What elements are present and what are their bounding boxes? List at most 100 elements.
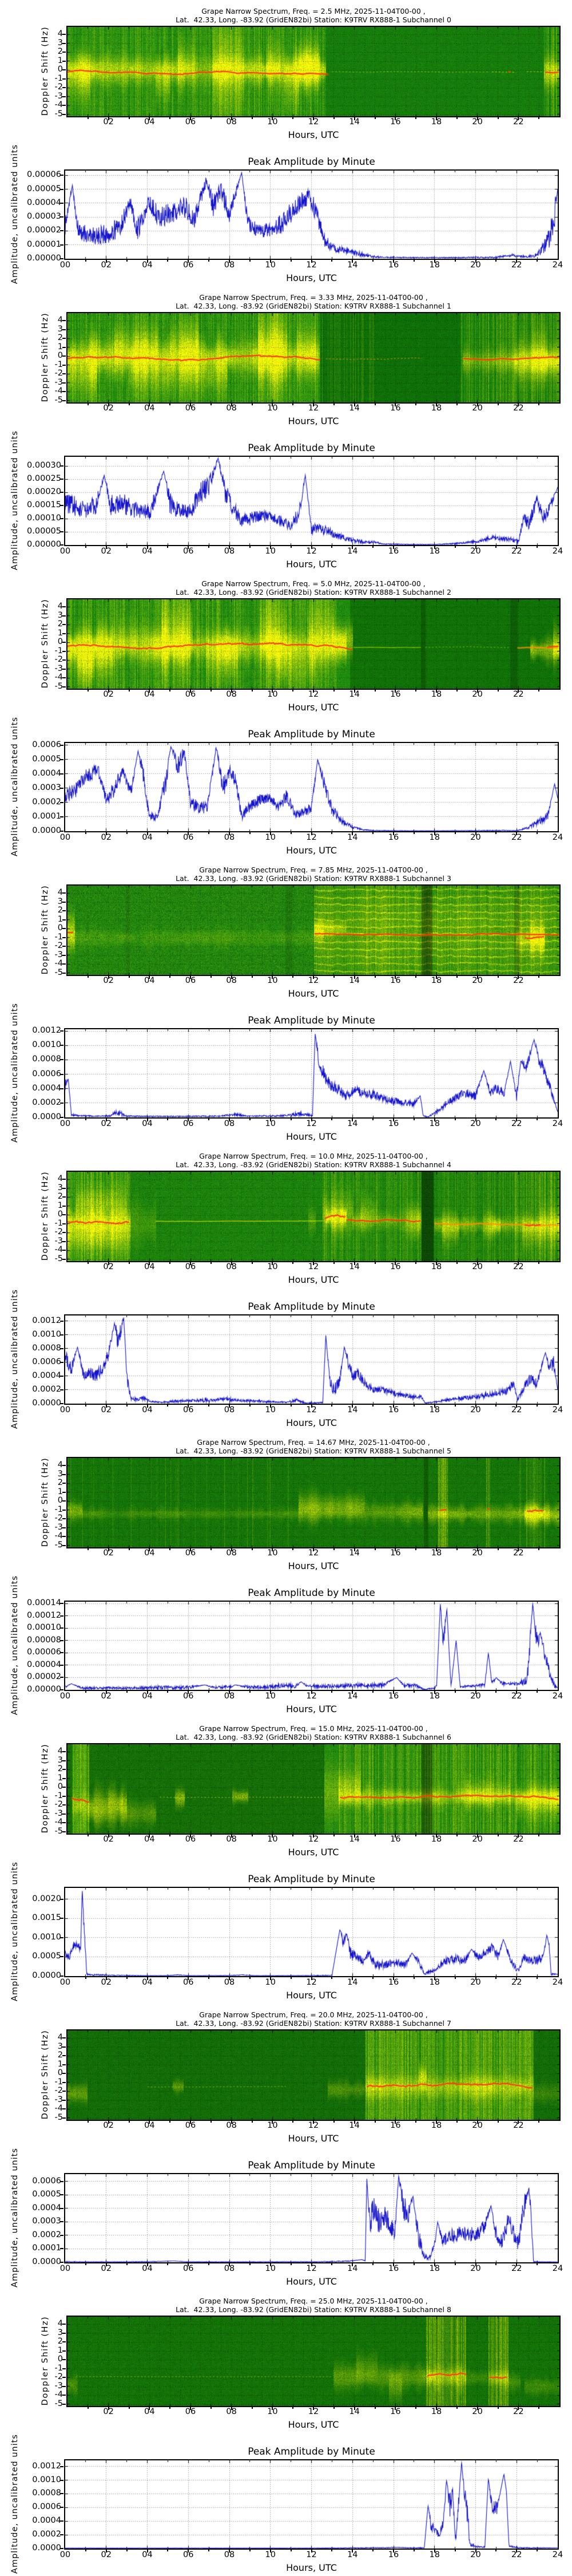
axis-tick-mark — [413, 832, 415, 834]
axis-tick-mark — [62, 1769, 66, 1771]
axis-tick-mark — [169, 1262, 171, 1264]
axis-tick-mark — [475, 1119, 476, 1121]
axis-tick-mark — [352, 546, 353, 549]
axis-tick-mark — [333, 976, 335, 978]
axis-tick-mark — [62, 928, 66, 930]
spec-x-tick-label: 20 — [472, 1835, 483, 1844]
axis-tick-mark — [374, 2121, 376, 2123]
spec-y-tick-label: 1 — [57, 2345, 63, 2355]
axis-tick-mark — [60, 1615, 63, 1617]
axis-tick-mark — [292, 1548, 294, 1550]
spec-y-tick-label: -3 — [54, 1808, 63, 1818]
axis-tick-mark — [62, 919, 66, 920]
axis-tick-mark — [60, 1059, 63, 1061]
axis-tick-mark — [169, 976, 171, 978]
amp-y-tick-label: 0.00006 — [27, 1647, 61, 1657]
spec-y-tick-label: 0 — [57, 1782, 63, 1792]
axis-tick-mark — [413, 1691, 415, 1693]
spectrogram-canvas — [67, 1172, 559, 1261]
axis-tick-mark — [518, 2121, 519, 2124]
axis-tick-mark — [495, 260, 497, 262]
axis-tick-mark — [62, 69, 66, 71]
axis-tick-mark — [62, 1804, 66, 1806]
axis-tick-mark — [62, 642, 66, 643]
axis-tick-mark — [311, 1119, 312, 1121]
spec-y-tick-label: 0 — [57, 637, 63, 647]
amp-x-tick-label: 12 — [306, 1978, 317, 1987]
axis-tick-mark — [62, 338, 66, 339]
spectrogram-plot — [66, 598, 561, 690]
spec-x-tick-label: 10 — [267, 1262, 278, 1271]
axis-tick-mark — [372, 1405, 374, 1406]
spec-y-tick-label: 0 — [57, 923, 63, 933]
spec-x-tick-label: 06 — [185, 404, 196, 413]
axis-tick-mark — [62, 1795, 66, 1797]
amp-x-tick-label: 10 — [265, 1978, 276, 1987]
spec-y-tick-label: -1 — [54, 73, 63, 83]
spectrogram-x-axis-label: Hours, UTC — [288, 1560, 339, 1571]
axis-tick-mark — [60, 465, 63, 467]
axis-tick-mark — [518, 1262, 519, 1265]
axis-tick-mark — [85, 1977, 86, 1979]
amplitude-canvas — [65, 2460, 558, 2549]
axis-tick-mark — [60, 2479, 63, 2481]
axis-tick-mark — [454, 1691, 456, 1693]
axis-tick-mark — [229, 832, 230, 835]
axis-tick-mark — [60, 1603, 63, 1605]
axis-tick-mark — [169, 2121, 171, 2123]
axis-tick-mark — [62, 2324, 66, 2325]
spec-y-tick-label: -4 — [54, 1531, 63, 1541]
axis-tick-mark — [108, 117, 109, 120]
axis-tick-mark — [292, 404, 294, 405]
amp-x-tick-label: 18 — [429, 547, 440, 556]
spec-x-tick-label: 08 — [226, 1548, 237, 1558]
spectrogram-title-line1: Grape Narrow Spectrum, Freq. = 25.0 MHz,… — [199, 2297, 428, 2305]
spec-y-tick-label: 4 — [57, 1747, 63, 1756]
axis-tick-mark — [62, 2368, 66, 2369]
axis-tick-mark — [290, 2263, 292, 2265]
spec-x-tick-label: 16 — [390, 1835, 401, 1844]
axis-tick-mark — [537, 832, 538, 834]
amp-x-tick-label: 12 — [306, 260, 317, 270]
axis-tick-mark — [229, 2263, 230, 2266]
spec-y-tick-label: 1 — [57, 342, 63, 351]
spec-y-tick-label: 2 — [57, 47, 63, 57]
axis-tick-mark — [62, 373, 66, 375]
amp-x-tick-label: 18 — [429, 1405, 440, 1415]
axis-tick-mark — [87, 2407, 89, 2409]
amp-y-tick-label: 0.0003 — [32, 783, 61, 792]
amplitude-canvas — [65, 743, 558, 831]
axis-tick-mark — [62, 2064, 66, 2065]
spec-x-tick-label: 04 — [144, 1835, 155, 1844]
axis-tick-mark — [60, 1664, 63, 1666]
axis-tick-mark — [436, 976, 437, 979]
axis-tick-mark — [456, 1262, 458, 1264]
amp-y-tick-label: 0.0004 — [32, 1370, 61, 1380]
spectrogram-title-line2: Lat. 42.33, Long. -83.92 (GridEN82bi) St… — [176, 588, 451, 596]
amp-y-tick-label: 0.00001 — [27, 239, 61, 249]
amp-x-tick-label: 18 — [429, 2264, 440, 2273]
amp-y-tick-label: 0.0012 — [32, 1026, 61, 1036]
amplitude-x-axis-label: Hours, UTC — [286, 1417, 337, 1428]
axis-tick-mark — [62, 1813, 66, 1815]
axis-tick-mark — [313, 690, 314, 693]
spec-x-tick-label: 18 — [431, 404, 442, 413]
spectrogram-x-axis-label: Hours, UTC — [288, 988, 339, 999]
axis-tick-mark — [190, 690, 191, 693]
amp-x-tick-label: 22 — [511, 1405, 522, 1415]
spec-x-tick-label: 14 — [349, 117, 360, 127]
amp-y-tick-label: 0.0001 — [32, 811, 61, 821]
axis-tick-mark — [516, 1691, 518, 1694]
amp-y-tick-label: 0.0000 — [32, 826, 61, 835]
spec-y-tick-label: -2 — [54, 655, 63, 665]
axis-tick-mark — [60, 1976, 63, 1977]
spec-x-tick-label: 10 — [267, 1835, 278, 1844]
amp-x-tick-label: 14 — [347, 2550, 358, 2559]
spectrogram-plot — [66, 1743, 561, 1835]
amp-x-tick-label: 10 — [265, 1119, 276, 1128]
axis-tick-mark — [60, 1102, 63, 1104]
axis-tick-mark — [434, 546, 435, 549]
amp-x-tick-label: 00 — [59, 1119, 71, 1128]
amplitude-canvas — [65, 1315, 558, 1404]
axis-tick-mark — [169, 2407, 171, 2409]
